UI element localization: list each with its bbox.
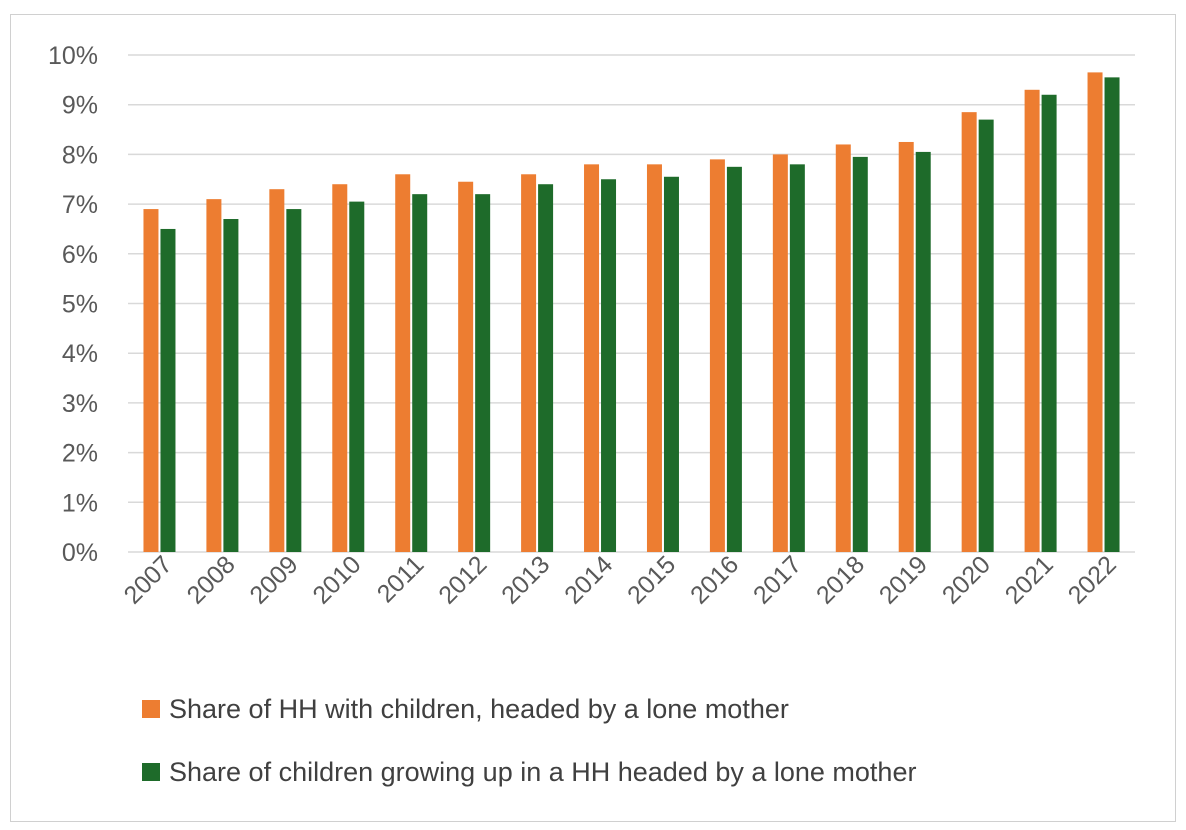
bar-lone-mother-hh	[898, 141, 914, 552]
bar-children-lone-mother	[1041, 94, 1057, 552]
bar-children-lone-mother	[160, 228, 176, 552]
bar-lone-mother-hh	[332, 184, 348, 552]
legend-swatch	[142, 763, 160, 781]
y-tick-label: 2%	[62, 440, 98, 468]
bar-children-lone-mother	[789, 164, 805, 552]
x-tick-label: 2007	[119, 550, 178, 609]
y-axis-ticks: 0% 1% 2% 3% 4% 5% 6% 7% 8% 9% 10%	[48, 42, 98, 567]
y-tick-label: 6%	[62, 241, 98, 269]
x-tick-label: 2018	[811, 550, 870, 609]
bar-lone-mother-hh	[458, 181, 474, 553]
legend-swatch	[142, 700, 160, 718]
bar-children-lone-mother	[538, 184, 554, 552]
bar-lone-mother-hh	[1087, 72, 1103, 553]
y-tick-label: 1%	[62, 489, 98, 517]
x-axis-ticks: 2007 2008 2009 2010 2011 2012 2013 2014 2015 2016…	[119, 550, 1122, 609]
x-tick-label: 2017	[748, 550, 807, 609]
bar-children-lone-mother	[475, 194, 491, 552]
y-tick-label: 4%	[62, 340, 98, 368]
x-tick-label: 2016	[685, 550, 744, 609]
y-tick-label: 5%	[62, 291, 98, 319]
bar-children-lone-mother	[286, 209, 302, 552]
bar-children-lone-mother	[601, 179, 617, 552]
bar-lone-mother-hh	[709, 159, 725, 552]
x-tick-label: 2008	[182, 550, 241, 609]
bar-lone-mother-hh	[646, 164, 662, 552]
y-tick-label: 10%	[48, 42, 98, 70]
bar-lone-mother-hh	[521, 174, 537, 552]
y-tick-label: 7%	[62, 191, 98, 219]
x-tick-label: 2021	[1000, 550, 1059, 609]
bar-children-lone-mother	[1104, 77, 1120, 553]
legend-label: Share of HH with children, headed by a l…	[169, 694, 789, 724]
x-tick-label: 2012	[433, 550, 492, 609]
bar-lone-mother-hh	[772, 154, 788, 552]
x-tick-label: 2013	[496, 550, 555, 609]
x-tick-label: 2009	[244, 550, 303, 609]
bar-lone-mother-hh	[584, 164, 600, 552]
x-tick-label: 2014	[559, 550, 618, 609]
bar-children-lone-mother	[978, 119, 994, 553]
bar-lone-mother-hh	[143, 209, 159, 552]
x-tick-label: 2011	[372, 550, 430, 608]
legend: Share of HH with children, headed by a l…	[142, 694, 916, 787]
bar-lone-mother-hh	[269, 189, 285, 552]
bar-children-lone-mother	[915, 151, 931, 553]
bar-children-lone-mother	[726, 166, 742, 552]
x-tick-label: 2022	[1063, 550, 1122, 609]
x-tick-label: 2015	[622, 550, 681, 609]
y-tick-label: 8%	[62, 141, 98, 169]
bar-children-lone-mother	[412, 194, 428, 552]
x-tick-label: 2010	[307, 550, 366, 609]
bars	[143, 72, 1120, 553]
legend-label: Share of children growing up in a HH hea…	[169, 757, 916, 787]
x-tick-label: 2019	[874, 550, 933, 609]
bar-lone-mother-hh	[206, 199, 222, 552]
x-tick-label: 2020	[937, 550, 996, 609]
bar-children-lone-mother	[349, 201, 365, 553]
bar-lone-mother-hh	[395, 174, 411, 552]
y-tick-label: 9%	[62, 92, 98, 120]
bar-children-lone-mother	[852, 156, 868, 552]
bar-lone-mother-hh	[835, 144, 851, 552]
y-tick-label: 0%	[62, 539, 98, 567]
bar-children-lone-mother	[223, 219, 239, 552]
y-tick-label: 3%	[62, 390, 98, 418]
bar-lone-mother-hh	[961, 112, 977, 552]
bar-lone-mother-hh	[1024, 89, 1040, 552]
bar-children-lone-mother	[663, 176, 679, 552]
